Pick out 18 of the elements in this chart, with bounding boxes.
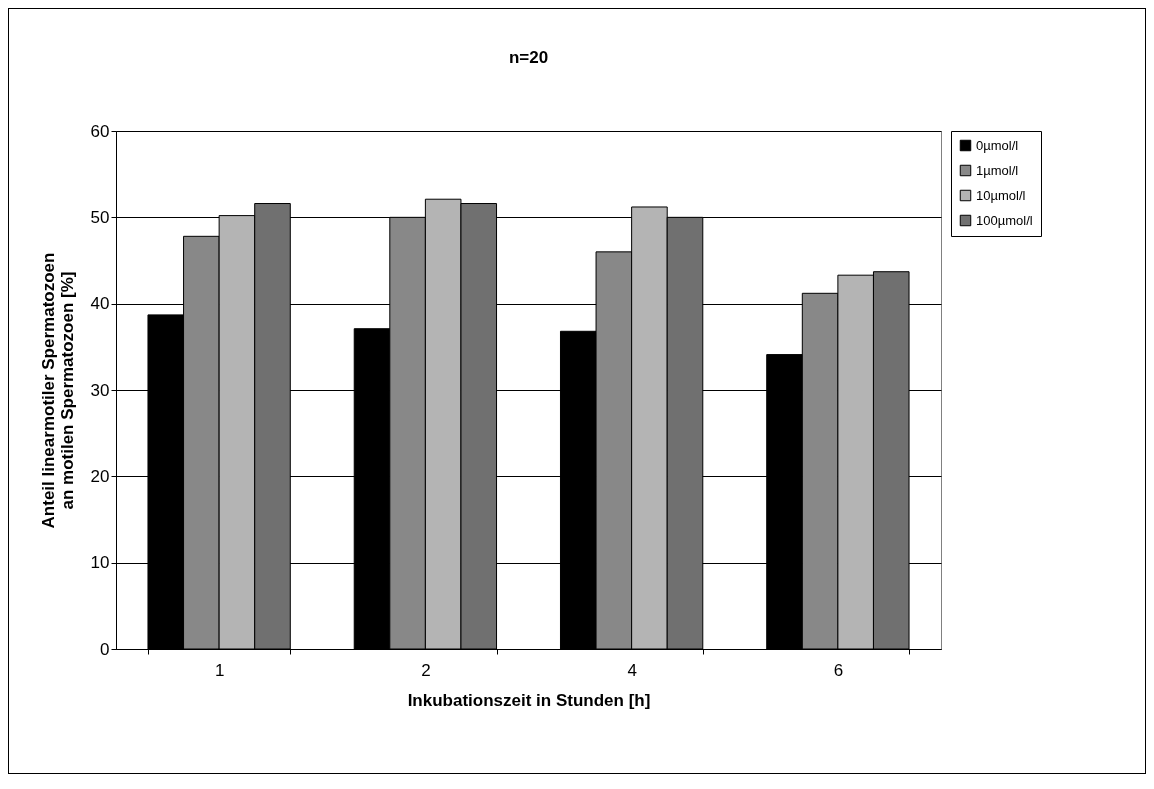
y-tick-label: 30: [90, 380, 110, 400]
y-axis-title: Anteil linearmotiler Spermatozoen an motilen Spermatozoen [%]: [38, 252, 77, 529]
x-tick-label: 6: [833, 660, 844, 680]
x-axis-title: Inkubationszeit in Stunden [h]: [407, 690, 651, 710]
y-tick-label: 50: [90, 207, 110, 227]
y-tick-label: 20: [90, 466, 110, 486]
legend-label: 1µmol/l: [976, 162, 1019, 178]
x-tick-label: 4: [627, 660, 637, 680]
legend-label: 100µmol/l: [976, 212, 1033, 228]
chart-title: n=20: [508, 48, 549, 67]
y-tick-label: 0: [100, 639, 110, 659]
legend-label: 10µmol/l: [976, 187, 1026, 203]
legend-label: 0µmol/l: [976, 137, 1019, 153]
x-tick-label: 2: [421, 660, 431, 680]
y-tick-label: 40: [90, 294, 110, 314]
y-tick-label: 10: [90, 553, 110, 573]
x-tick-label: 1: [214, 660, 225, 680]
y-tick-label: 60: [90, 121, 110, 141]
